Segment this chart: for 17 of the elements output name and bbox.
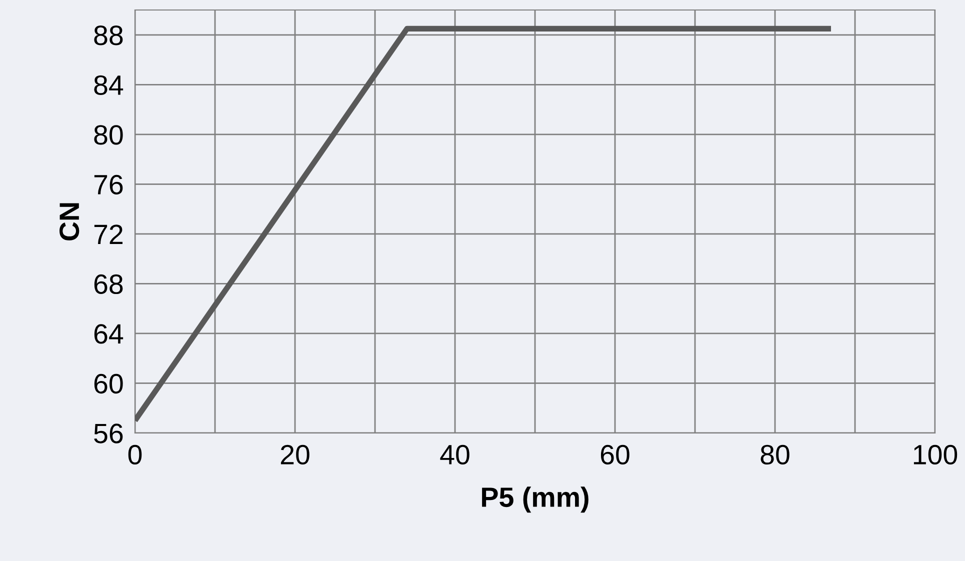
x-tick-label: 60 bbox=[600, 444, 630, 465]
y-tick-label: 68 bbox=[94, 274, 123, 294]
x-tick-label: 80 bbox=[760, 444, 790, 465]
y-tick-label: 64 bbox=[94, 324, 124, 344]
y-axis-title: CN bbox=[60, 203, 80, 240]
x-tick-label: 20 bbox=[280, 444, 310, 465]
x-tick-label: 40 bbox=[440, 444, 470, 465]
x-axis-title: P5 (mm) bbox=[482, 486, 588, 513]
y-tick-label: 56 bbox=[94, 424, 123, 444]
y-tick-label: 88 bbox=[94, 26, 123, 46]
y-tick-label: 76 bbox=[94, 174, 123, 195]
x-tick-label: 0 bbox=[128, 444, 142, 465]
y-tick-label: 80 bbox=[94, 125, 123, 145]
y-tick-label: 72 bbox=[94, 224, 122, 244]
y-tick-label: 84 bbox=[94, 75, 124, 95]
y-tick-label: 60 bbox=[94, 374, 123, 394]
x-tick-label: 100 bbox=[914, 444, 958, 465]
